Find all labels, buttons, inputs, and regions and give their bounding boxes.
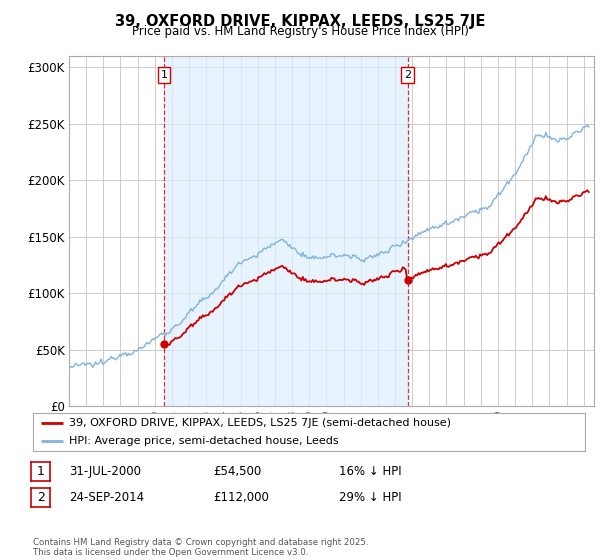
- Text: Contains HM Land Registry data © Crown copyright and database right 2025.
This d: Contains HM Land Registry data © Crown c…: [33, 538, 368, 557]
- Text: 31-JUL-2000: 31-JUL-2000: [69, 465, 141, 478]
- Text: 2: 2: [404, 70, 411, 80]
- Text: 16% ↓ HPI: 16% ↓ HPI: [339, 465, 401, 478]
- Text: 39, OXFORD DRIVE, KIPPAX, LEEDS, LS25 7JE: 39, OXFORD DRIVE, KIPPAX, LEEDS, LS25 7J…: [115, 14, 485, 29]
- Text: 39, OXFORD DRIVE, KIPPAX, LEEDS, LS25 7JE (semi-detached house): 39, OXFORD DRIVE, KIPPAX, LEEDS, LS25 7J…: [69, 418, 451, 428]
- Text: 24-SEP-2014: 24-SEP-2014: [69, 491, 144, 504]
- Text: 2: 2: [37, 491, 45, 504]
- Text: 1: 1: [161, 70, 167, 80]
- Text: 1: 1: [37, 465, 45, 478]
- Bar: [164, 56, 407, 406]
- Text: Price paid vs. HM Land Registry's House Price Index (HPI): Price paid vs. HM Land Registry's House …: [131, 25, 469, 38]
- Text: 29% ↓ HPI: 29% ↓ HPI: [339, 491, 401, 504]
- Text: HPI: Average price, semi-detached house, Leeds: HPI: Average price, semi-detached house,…: [69, 436, 338, 446]
- Text: £54,500: £54,500: [213, 465, 261, 478]
- Text: £112,000: £112,000: [213, 491, 269, 504]
